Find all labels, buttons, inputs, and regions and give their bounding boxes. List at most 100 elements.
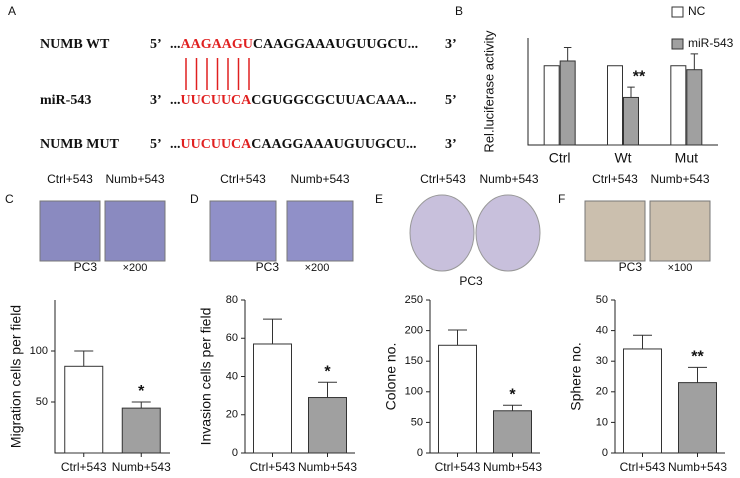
- error-bar: [688, 366, 707, 383]
- y-tick-label: 50: [36, 396, 48, 408]
- y-tick-label: 40: [226, 370, 238, 382]
- sequence-dots: ...: [170, 37, 181, 52]
- sequence-name: NUMB WT: [40, 37, 110, 52]
- cell-line-label: PC3: [459, 274, 483, 288]
- y-tick-label: 30: [596, 355, 608, 367]
- sequence-end: 5’: [445, 93, 457, 108]
- sequence-end: 3’: [445, 37, 457, 52]
- y-tick-label: 100: [30, 345, 48, 357]
- bar: [438, 344, 477, 454]
- magnification-label: ×200: [123, 262, 148, 274]
- significance-annotation: *: [324, 363, 331, 380]
- magnification-label: ×200: [305, 262, 330, 274]
- bar: [686, 69, 703, 146]
- bar: [623, 348, 662, 454]
- error-bar: [74, 350, 94, 367]
- error-bar: [690, 53, 699, 70]
- cell-line-label: PC3: [74, 260, 98, 274]
- sequence: ...UUCUUCACAAGGAAAUGUUGCU...: [170, 137, 417, 152]
- significance-annotation: *: [138, 383, 145, 400]
- seed-region: AAGAAGU: [181, 37, 253, 52]
- sequence-rest: CGUGGCGCUUACAAA...: [251, 93, 416, 108]
- bar: [64, 365, 104, 454]
- bar: [607, 65, 623, 146]
- y-tick-label: 20: [226, 409, 238, 421]
- image-label: Numb+543: [479, 172, 538, 186]
- bar: [253, 343, 292, 454]
- panel-label: B: [455, 4, 463, 18]
- x-tick-label: Numb+543: [298, 460, 357, 474]
- image: [649, 200, 711, 262]
- y-tick-label: 60: [226, 332, 238, 344]
- image-label: Numb+543: [105, 172, 164, 186]
- bar: [493, 410, 532, 454]
- image: [39, 200, 101, 262]
- x-tick-label: Mut: [675, 150, 698, 166]
- y-tick-label: 40: [596, 325, 608, 337]
- error-bar: [263, 318, 282, 344]
- image: [286, 200, 354, 262]
- panel-label: A: [8, 4, 16, 18]
- y-tick-label: 20: [596, 386, 608, 398]
- error-bar: [563, 47, 572, 61]
- y-tick-label: 100: [405, 386, 423, 398]
- y-tick-label: 10: [596, 416, 608, 428]
- bar: [559, 60, 576, 146]
- significance-annotation: **: [691, 349, 704, 366]
- x-tick-label: Ctrl+543: [620, 460, 666, 474]
- y-tick-label: 80: [226, 294, 238, 306]
- sequence-end: 3’: [150, 93, 162, 108]
- y-axis-title: Colone no.: [383, 343, 399, 411]
- error-bar: [627, 86, 635, 98]
- image-label: Numb+543: [290, 172, 349, 186]
- x-tick-label: Ctrl: [549, 150, 571, 166]
- y-tick-label: 0: [232, 447, 238, 459]
- sequence-dots: ...: [170, 93, 181, 108]
- bar: [670, 65, 687, 146]
- error-bar: [633, 334, 652, 349]
- y-tick-label: 250: [405, 294, 423, 306]
- seed-region: UUCUUCA: [181, 137, 253, 152]
- sequence-end: 3’: [445, 137, 457, 152]
- sequence: ...UUCUUCACGUGGCGCUUACAAA...: [170, 93, 417, 108]
- error-bar: [448, 329, 467, 346]
- panel-label: D: [190, 192, 199, 206]
- axis-line: [527, 38, 718, 146]
- bar: [543, 65, 560, 146]
- error-bar: [131, 401, 151, 409]
- image-label: Ctrl+543: [592, 172, 638, 186]
- image: [104, 200, 166, 262]
- image-label: Ctrl+543: [420, 172, 466, 186]
- bar: [121, 407, 161, 454]
- sequence-name: miR-543: [40, 93, 91, 108]
- cell-line-label: PC3: [256, 260, 280, 274]
- y-tick-label: 0: [602, 447, 608, 459]
- sequence-end: 5’: [150, 37, 162, 52]
- y-axis-title: Migration cells per field: [8, 305, 24, 448]
- panel-label: C: [5, 192, 14, 206]
- image-label: Ctrl+543: [47, 172, 93, 186]
- y-tick-label: 50: [596, 294, 608, 306]
- x-tick-label: Ctrl+543: [435, 460, 481, 474]
- legend-label: miR-543: [688, 36, 734, 50]
- x-tick-label: Numb+543: [112, 460, 171, 474]
- significance-annotation: **: [633, 68, 646, 85]
- legend-swatch: [671, 6, 684, 18]
- sequence: ...AAGAAGUCAAGGAAAUGUUGCU...: [170, 37, 418, 52]
- y-axis-title: Invasion cells per field: [198, 308, 214, 446]
- error-bar: [318, 381, 337, 398]
- legend-swatch: [671, 38, 684, 50]
- cell-line-label: PC3: [619, 260, 643, 274]
- y-axis-title: Sphere no.: [568, 342, 584, 411]
- x-tick-label: Ctrl+543: [61, 460, 107, 474]
- x-tick-label: Ctrl+543: [250, 460, 296, 474]
- significance-annotation: *: [509, 386, 516, 403]
- x-tick-label: Numb+543: [668, 460, 727, 474]
- bar: [678, 382, 717, 454]
- sequence-dots: ...: [170, 137, 181, 152]
- x-tick-label: Numb+543: [483, 460, 542, 474]
- y-axis-title: Rel.luciferase activity: [481, 30, 496, 153]
- y-tick-label: 200: [405, 325, 423, 337]
- sequence-name: NUMB MUT: [40, 137, 120, 152]
